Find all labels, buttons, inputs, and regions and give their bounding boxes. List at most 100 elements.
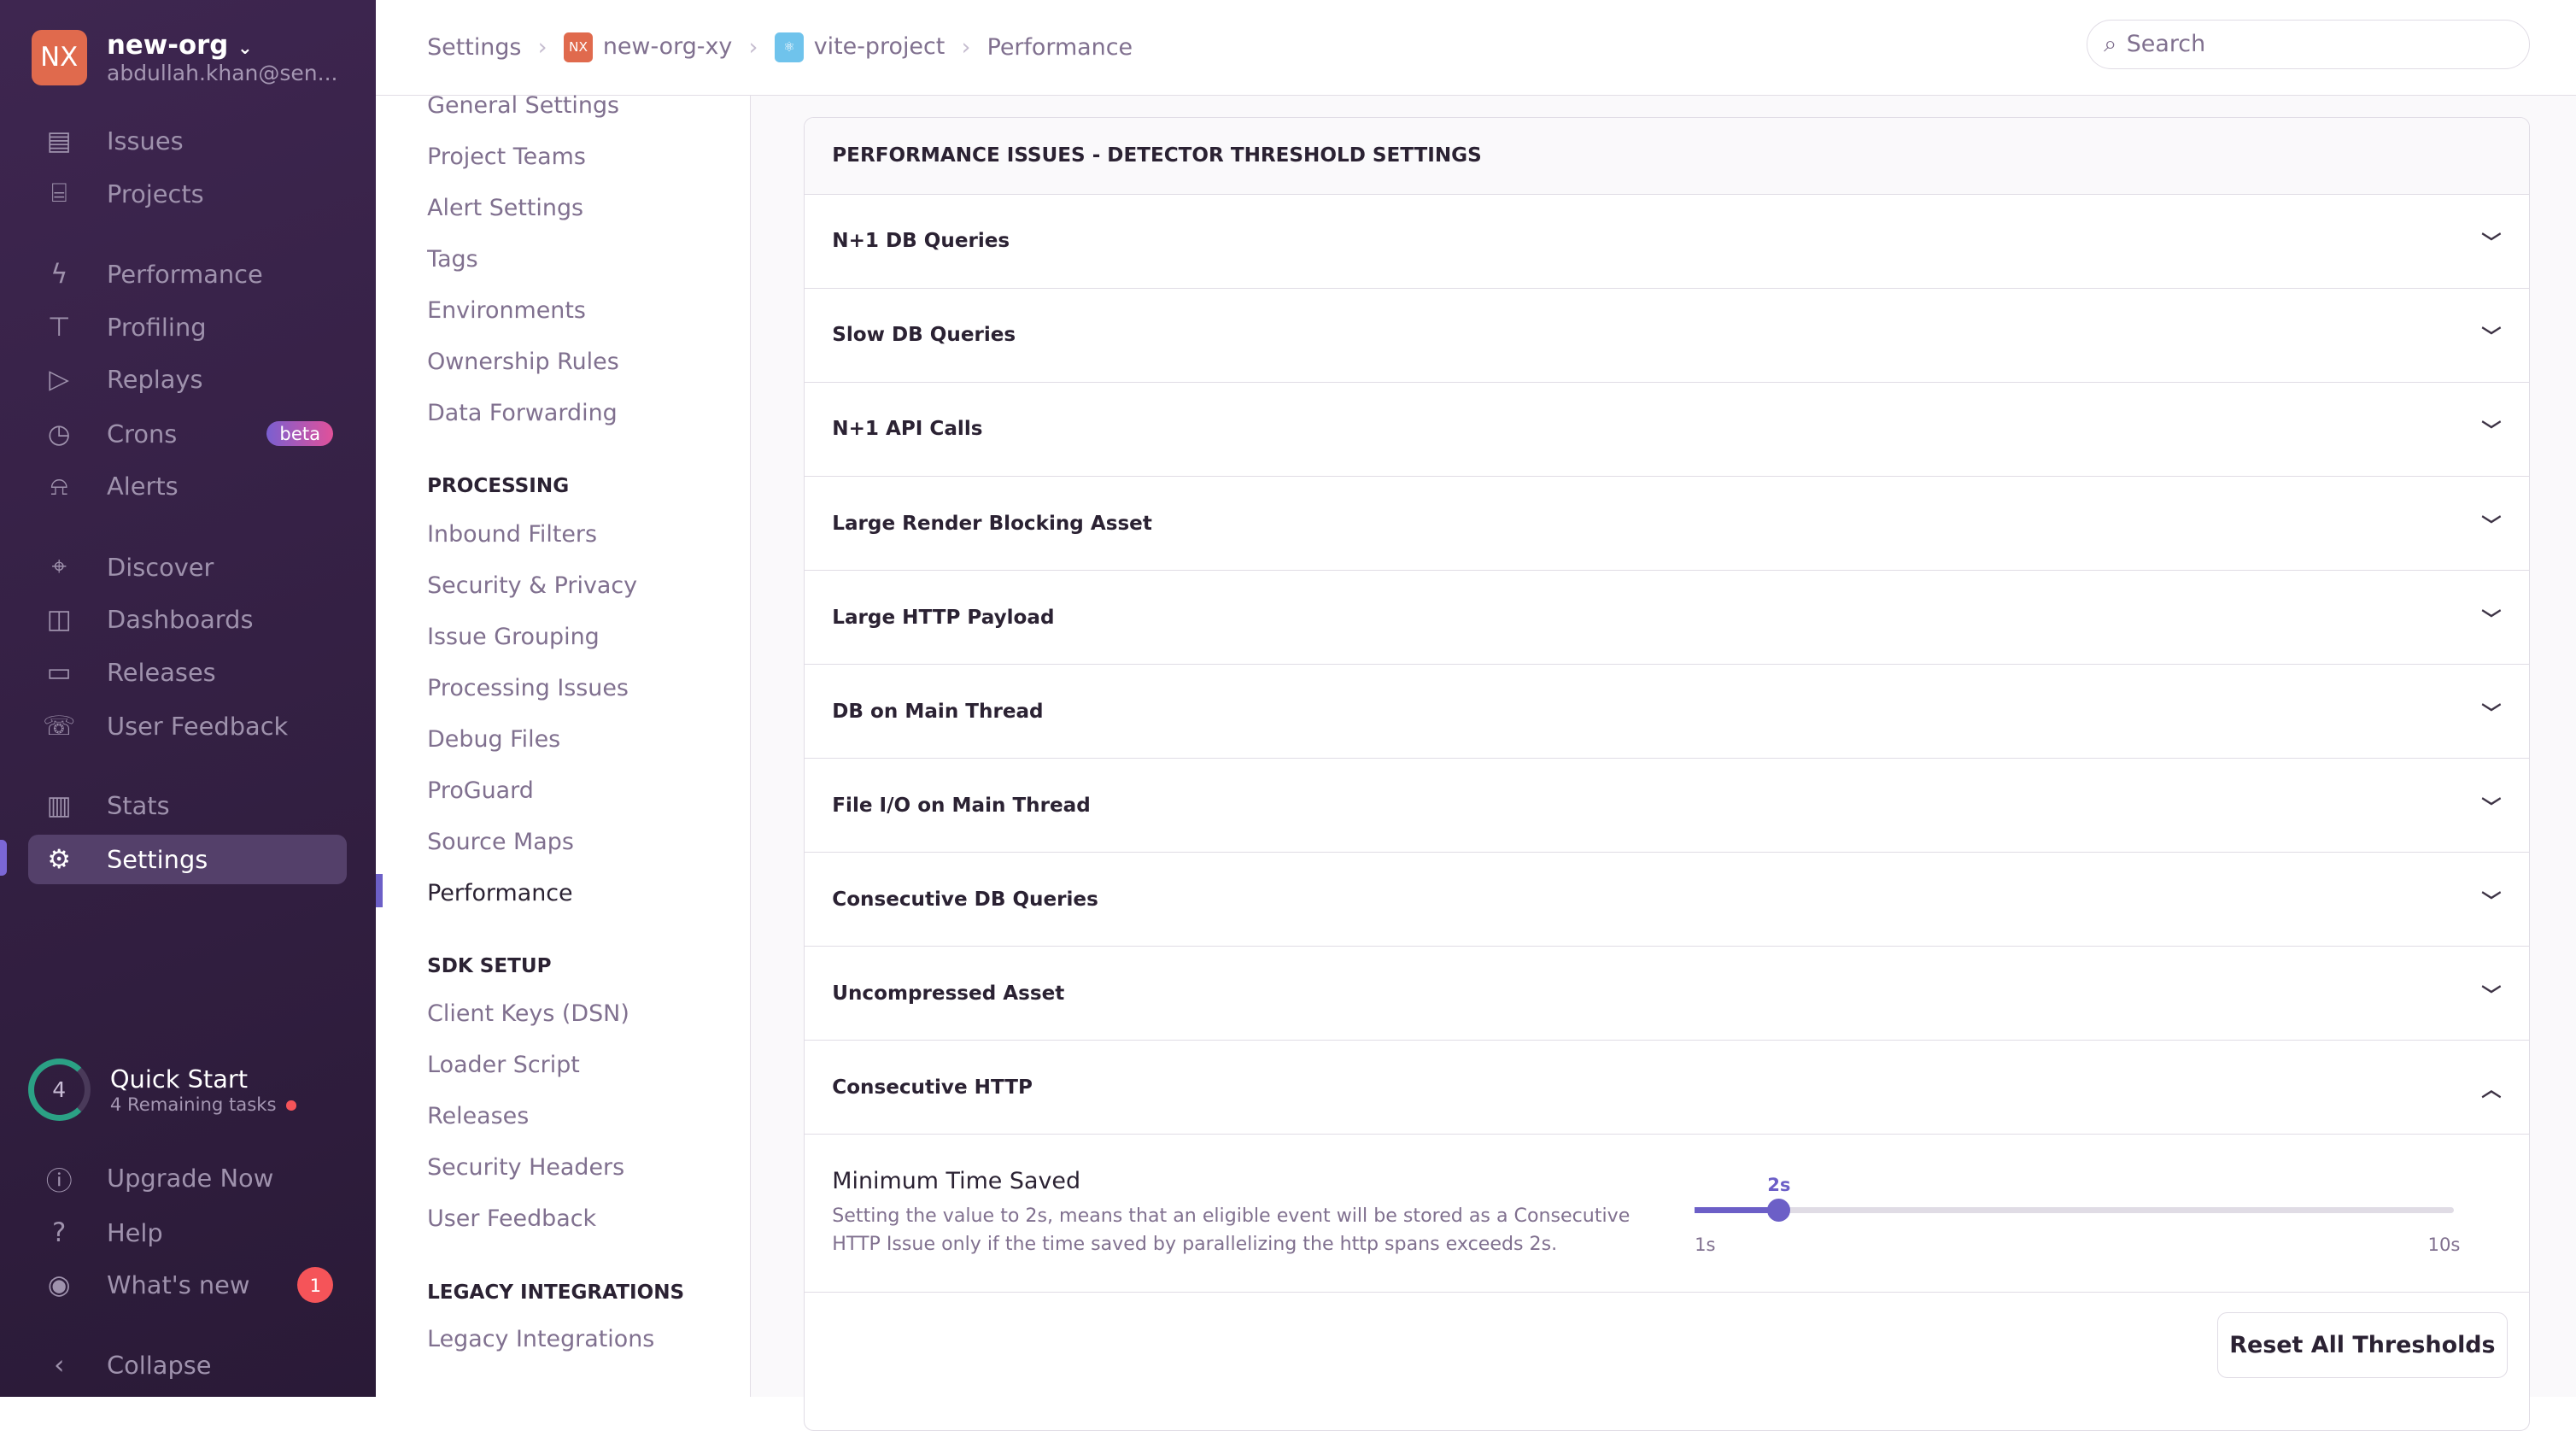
- subnav-item[interactable]: Legacy Integrations: [427, 1326, 655, 1353]
- detector-row[interactable]: Large HTTP Payload ﹀: [804, 571, 2530, 666]
- nav-label: User Feedback: [106, 712, 289, 742]
- slider-value: 2s: [1767, 1174, 1791, 1196]
- detector-row[interactable]: N+1 DB Queries ﹀: [804, 195, 2530, 289]
- detector-row[interactable]: DB on Main Thread ﹀: [804, 665, 2530, 759]
- detector-row[interactable]: N+1 API Calls ﹀: [804, 383, 2530, 477]
- subnav-item[interactable]: Releases: [427, 1103, 530, 1130]
- chevron-down-icon[interactable]: ﹀: [2481, 984, 2502, 1007]
- detector-row[interactable]: Large Render Blocking Asset ﹀: [804, 477, 2530, 572]
- chevron-down-icon[interactable]: ﹀: [2481, 232, 2502, 255]
- nav-releases[interactable]: ▭ Releases: [28, 648, 347, 697]
- detector-row[interactable]: File I/O on Main Thread ﹀: [804, 759, 2530, 853]
- detector-label: File I/O on Main Thread: [832, 794, 1091, 817]
- time-saved-slider[interactable]: 2s 1s 10s: [1695, 1174, 2460, 1259]
- lightning-icon: ϟ: [50, 259, 68, 290]
- nav-discover[interactable]: ⌖ Discover: [28, 542, 347, 592]
- collapse-button[interactable]: ‹ Collapse: [28, 1341, 347, 1391]
- telescope-icon: ⌖: [51, 551, 67, 583]
- nav-label: Settings: [106, 844, 208, 874]
- detector-label: N+1 API Calls: [832, 418, 983, 441]
- clock-icon: ◷: [47, 418, 71, 449]
- nav-replays[interactable]: ▷ Replays: [28, 355, 347, 404]
- active-indicator: [0, 839, 7, 877]
- megaphone-icon: ☏: [42, 711, 76, 742]
- subnav-item[interactable]: Data Forwarding: [427, 399, 618, 426]
- subnav-item[interactable]: Ownership Rules: [427, 348, 619, 375]
- lightning-circle-icon: ⓘ: [45, 1165, 73, 1197]
- subnav-item[interactable]: Environments: [427, 296, 586, 324]
- nav-alerts[interactable]: ⍾ Alerts: [28, 462, 347, 512]
- search-input[interactable]: ⌕ Search: [2086, 20, 2531, 69]
- slider-track[interactable]: [1695, 1206, 2454, 1214]
- threshold-panel: PERFORMANCE ISSUES - DETECTOR THRESHOLD …: [803, 116, 2531, 1431]
- subnav-item[interactable]: Debug Files: [427, 725, 561, 753]
- subnav-item[interactable]: Source Maps: [427, 828, 574, 855]
- chevron-down-icon[interactable]: ﹀: [2481, 890, 2502, 913]
- chevron-down-icon[interactable]: ﹀: [2481, 326, 2502, 349]
- nav-whats-new[interactable]: ◉ What's new 1: [28, 1260, 347, 1310]
- nav-help[interactable]: ? Help: [28, 1208, 347, 1258]
- broadcast-icon: ◉: [47, 1270, 71, 1301]
- nav-user-feedback[interactable]: ☏ User Feedback: [28, 701, 347, 751]
- org-switcher[interactable]: NX new-org ⌄ abdullah.khan@sen...: [31, 29, 337, 85]
- chevron-down-icon[interactable]: ﹀: [2481, 796, 2502, 819]
- detector-row[interactable]: Uncompressed Asset ﹀: [804, 947, 2530, 1041]
- nav-projects[interactable]: ⌸ Projects: [28, 169, 347, 219]
- subnav-item[interactable]: User Feedback: [427, 1205, 597, 1233]
- crumb-org[interactable]: NX new-org-xy: [563, 32, 732, 62]
- subnav-item[interactable]: Security Headers: [427, 1154, 625, 1182]
- dashboard-icon: ◫: [46, 604, 72, 636]
- nav-settings[interactable]: ⚙ Settings: [27, 835, 347, 884]
- subnav-item[interactable]: Tags: [427, 245, 478, 273]
- detector-row[interactable]: Slow DB Queries ﹀: [804, 289, 2530, 383]
- nav-issues[interactable]: ▤ Issues: [28, 117, 347, 167]
- org-icon: NX: [563, 32, 594, 62]
- nav-label: Issues: [106, 126, 184, 156]
- subnav-item[interactable]: Processing Issues: [427, 674, 629, 701]
- nav-profiling[interactable]: ⊤ Profiling: [28, 302, 347, 352]
- gear-icon: ⚙: [47, 843, 72, 875]
- count-badge: 1: [297, 1267, 334, 1304]
- nav-performance[interactable]: ϟ Performance: [28, 249, 347, 299]
- slider-max: 10s: [2427, 1233, 2461, 1255]
- inbox-icon: ▤: [46, 126, 72, 157]
- chevron-up-icon[interactable]: ︿: [2481, 1078, 2502, 1101]
- nav-label: Upgrade Now: [106, 1164, 274, 1193]
- subnav-item[interactable]: Inbound Filters: [427, 520, 598, 548]
- detector-row[interactable]: Consecutive DB Queries ﹀: [804, 853, 2530, 947]
- nav-upgrade[interactable]: ⓘ Upgrade Now: [28, 1153, 347, 1203]
- subnav-item[interactable]: Issue Grouping: [427, 623, 600, 650]
- siren-icon: ⍾: [50, 470, 68, 501]
- detector-row[interactable]: Consecutive HTTP ︿: [804, 1041, 2530, 1135]
- subnav-item[interactable]: Alert Settings: [427, 194, 584, 221]
- crumb-settings[interactable]: Settings: [427, 33, 522, 61]
- subnav-item[interactable]: Security & Privacy: [427, 572, 638, 599]
- section-heading: PROCESSING: [427, 474, 570, 497]
- chevron-left-icon: ‹: [54, 1350, 65, 1381]
- quick-start[interactable]: 4 Quick Start 4 Remaining tasks: [27, 1058, 296, 1121]
- subnav-item[interactable]: Client Keys (DSN): [427, 1000, 629, 1028]
- minimum-time-saved-field: Minimum Time Saved Setting the value to …: [804, 1135, 2530, 1293]
- subnav-item[interactable]: Loader Script: [427, 1052, 580, 1079]
- chevron-down-icon[interactable]: ﹀: [2481, 608, 2502, 631]
- chevron-down-icon[interactable]: ﹀: [2481, 514, 2502, 537]
- subnav-item[interactable]: Performance: [427, 879, 573, 906]
- settings-subnav: General Settings Project Teams Alert Setti…: [376, 92, 752, 1397]
- subnav-item[interactable]: ProGuard: [427, 777, 534, 804]
- beta-badge: beta: [266, 421, 334, 447]
- reset-thresholds-button[interactable]: Reset All Thresholds: [2216, 1311, 2509, 1378]
- chevron-down-icon[interactable]: ﹀: [2481, 702, 2502, 725]
- subnav-item[interactable]: General Settings: [427, 91, 620, 119]
- crumb-project[interactable]: ⚛ vite-project: [774, 32, 945, 62]
- slider-thumb[interactable]: [1767, 1199, 1791, 1223]
- active-indicator: [376, 874, 383, 907]
- nav-crons[interactable]: ◷ Crons beta: [28, 409, 347, 459]
- quick-start-title: Quick Start: [109, 1064, 249, 1094]
- breadcrumb: Settings › NX new-org-xy › ⚛ vite-project › P…: [427, 32, 1133, 62]
- subnav-item[interactable]: Project Teams: [427, 143, 586, 170]
- nav-stats[interactable]: ▥ Stats: [28, 781, 347, 830]
- nav-dashboards[interactable]: ◫ Dashboards: [28, 595, 347, 644]
- chevron-down-icon[interactable]: ﹀: [2481, 420, 2502, 443]
- detector-label: Consecutive HTTP: [832, 1076, 1033, 1099]
- detector-label: Slow DB Queries: [832, 324, 1016, 347]
